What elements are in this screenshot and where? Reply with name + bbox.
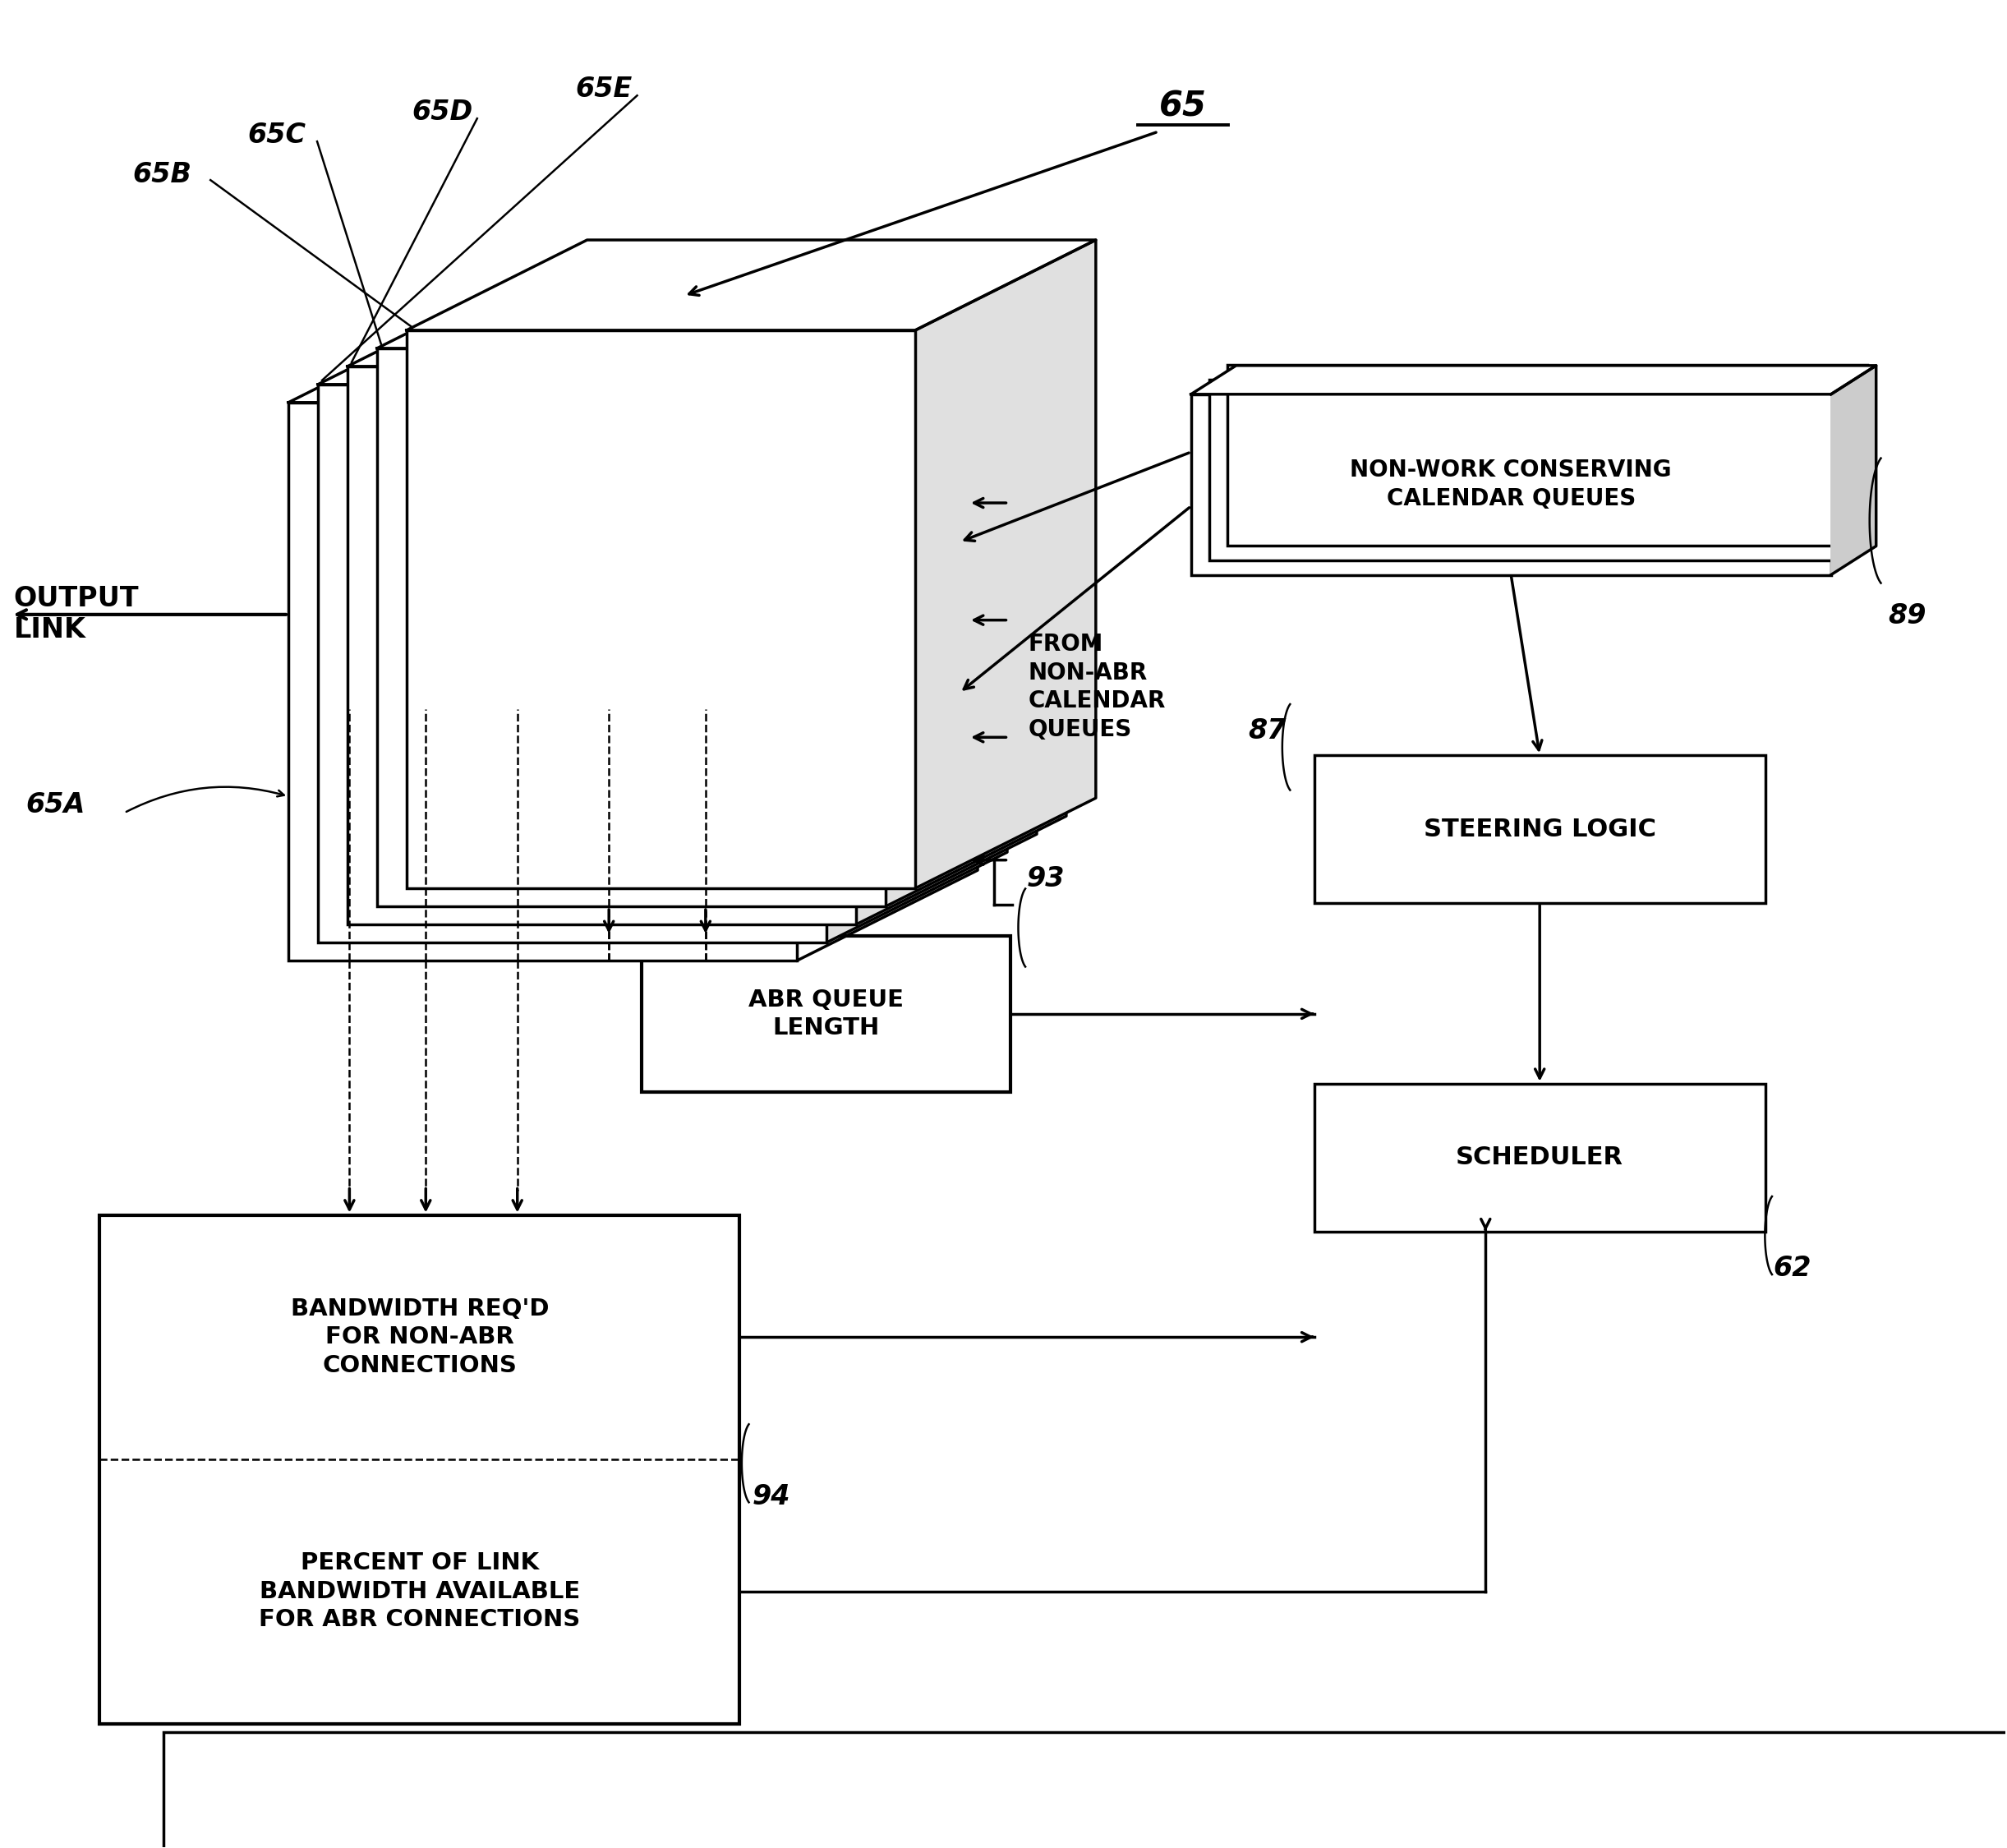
FancyBboxPatch shape	[1190, 394, 1830, 575]
Text: 65: 65	[1158, 89, 1206, 124]
Text: FROM
NON-ABR
CALENDAR
QUEUES: FROM NON-ABR CALENDAR QUEUES	[1028, 632, 1166, 741]
FancyBboxPatch shape	[377, 347, 885, 906]
Polygon shape	[347, 275, 1038, 366]
Polygon shape	[915, 240, 1096, 889]
FancyBboxPatch shape	[407, 331, 915, 889]
Polygon shape	[797, 312, 977, 961]
FancyBboxPatch shape	[1208, 379, 1848, 560]
FancyBboxPatch shape	[1315, 1083, 1766, 1231]
Text: 65A: 65A	[26, 791, 86, 819]
Polygon shape	[289, 312, 977, 403]
FancyBboxPatch shape	[100, 1214, 741, 1724]
Text: ABR QUEUE
LENGTH: ABR QUEUE LENGTH	[749, 989, 903, 1040]
FancyBboxPatch shape	[347, 366, 857, 924]
Text: STEERING LOGIC: STEERING LOGIC	[1423, 817, 1656, 841]
Text: 87: 87	[1248, 717, 1286, 745]
Polygon shape	[1190, 366, 1877, 394]
Text: 93: 93	[1028, 865, 1066, 893]
FancyBboxPatch shape	[642, 935, 1010, 1092]
Text: 65D: 65D	[411, 98, 472, 126]
Polygon shape	[377, 259, 1066, 347]
Text: OUTPUT
LINK: OUTPUT LINK	[14, 586, 138, 643]
FancyBboxPatch shape	[289, 403, 797, 961]
Text: 89: 89	[1889, 602, 1927, 630]
Polygon shape	[317, 294, 1008, 384]
Polygon shape	[407, 240, 1096, 331]
Polygon shape	[827, 294, 1008, 942]
Text: NON-WORK CONSERVING
CALENDAR QUEUES: NON-WORK CONSERVING CALENDAR QUEUES	[1351, 458, 1672, 510]
Polygon shape	[857, 275, 1038, 924]
Text: PERCENT OF LINK
BANDWIDTH AVAILABLE
FOR ABR CONNECTIONS: PERCENT OF LINK BANDWIDTH AVAILABLE FOR …	[259, 1552, 580, 1632]
FancyBboxPatch shape	[165, 1732, 2007, 1848]
FancyBboxPatch shape	[1226, 364, 1867, 545]
FancyBboxPatch shape	[317, 384, 827, 942]
Text: 65C: 65C	[247, 122, 305, 150]
Text: SCHEDULER: SCHEDULER	[1455, 1146, 1624, 1170]
Text: BANDWIDTH REQ'D
FOR NON-ABR
CONNECTIONS: BANDWIDTH REQ'D FOR NON-ABR CONNECTIONS	[291, 1297, 548, 1377]
Text: 65B: 65B	[132, 161, 193, 188]
Text: 62: 62	[1774, 1255, 1812, 1283]
Text: 65E: 65E	[576, 76, 632, 103]
FancyBboxPatch shape	[1315, 756, 1766, 904]
Polygon shape	[1830, 366, 1877, 575]
Text: 94: 94	[753, 1482, 791, 1510]
Polygon shape	[885, 259, 1066, 906]
